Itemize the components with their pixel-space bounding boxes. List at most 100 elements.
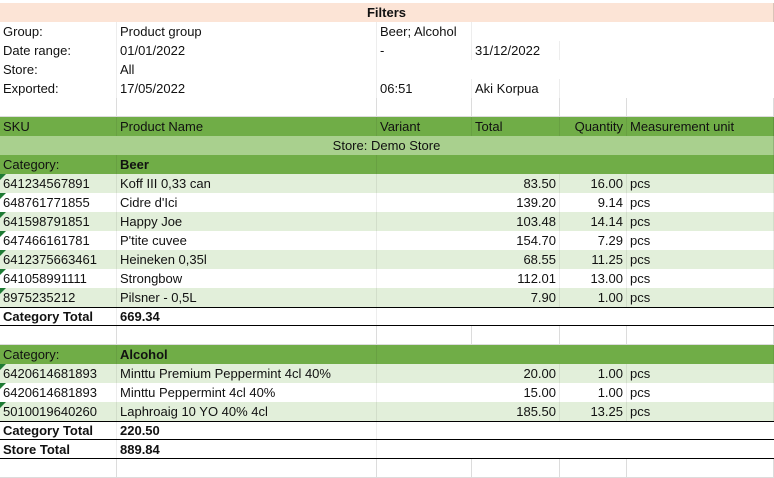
filter-row bbox=[0, 60, 774, 79]
unit: pcs bbox=[627, 269, 774, 288]
item-row bbox=[0, 231, 774, 250]
product-name: P'tite cuvee bbox=[117, 231, 377, 250]
category-total: 669.34 bbox=[117, 307, 377, 326]
filter-label: Date range: bbox=[0, 41, 117, 60]
store-total-row bbox=[0, 440, 774, 459]
unit: pcs bbox=[627, 364, 774, 383]
unit: pcs bbox=[627, 174, 774, 193]
grid-cell bbox=[472, 98, 560, 117]
grid-cell bbox=[117, 326, 377, 345]
unit: pcs bbox=[627, 212, 774, 231]
category-name: Alcohol bbox=[117, 345, 377, 364]
spreadsheet: Filters Group: Product group Beer; Alcohol D… bbox=[0, 3, 774, 478]
column-header: Total bbox=[472, 117, 560, 136]
item-row bbox=[0, 364, 774, 383]
category-total-row bbox=[0, 307, 774, 326]
total: 15.00 bbox=[472, 383, 560, 402]
grid-cell bbox=[560, 326, 627, 345]
total: 103.48 bbox=[472, 212, 560, 231]
category-total-label: Category Total bbox=[0, 307, 117, 326]
sku: 641234567891 bbox=[0, 174, 117, 193]
grid-cell bbox=[117, 459, 377, 478]
sku: 647466161781 bbox=[0, 231, 117, 250]
store-total: 889.84 bbox=[117, 440, 377, 459]
category-total-label: Category Total bbox=[0, 421, 117, 440]
grid-cell bbox=[560, 459, 627, 478]
store-total-label: Store Total bbox=[0, 440, 117, 459]
filter-end: 31/12/2022 bbox=[472, 41, 560, 60]
unit: pcs bbox=[627, 250, 774, 269]
product-name: Minttu Premium Peppermint 4cl 40% bbox=[117, 364, 377, 383]
filter-detail: Beer; Alcohol bbox=[377, 22, 472, 41]
product-name: Heineken 0,35l bbox=[117, 250, 377, 269]
column-header: Measurement unit bbox=[627, 117, 774, 136]
unit: pcs bbox=[627, 288, 774, 307]
grid-cell bbox=[117, 98, 377, 117]
category-label: Category: bbox=[0, 155, 117, 174]
sku: 648761771855 bbox=[0, 193, 117, 212]
column-header: SKU bbox=[0, 117, 117, 136]
quantity: 1.00 bbox=[560, 383, 627, 402]
item-row bbox=[0, 383, 774, 402]
grid-cell bbox=[627, 326, 774, 345]
grid-cell bbox=[0, 98, 117, 117]
product-name: Strongbow bbox=[117, 269, 377, 288]
product-name: Minttu Peppermint 4cl 40% bbox=[117, 383, 377, 402]
item-row bbox=[0, 402, 774, 421]
filters-title: Filters bbox=[0, 3, 774, 22]
quantity: 13.00 bbox=[560, 269, 627, 288]
sku: 641598791851 bbox=[0, 212, 117, 231]
item-row bbox=[0, 212, 774, 231]
category-total: 220.50 bbox=[117, 421, 377, 440]
quantity: 11.25 bbox=[560, 250, 627, 269]
product-name: Pilsner - 0,5L bbox=[117, 288, 377, 307]
item-row bbox=[0, 193, 774, 212]
unit: pcs bbox=[627, 193, 774, 212]
filter-label: Group: bbox=[0, 22, 117, 41]
item-row bbox=[0, 174, 774, 193]
sku: 6412375663461 bbox=[0, 250, 117, 269]
sku: 6420614681893 bbox=[0, 364, 117, 383]
item-row bbox=[0, 269, 774, 288]
category-total-row bbox=[0, 421, 774, 440]
grid-cell bbox=[0, 326, 117, 345]
total: 68.55 bbox=[472, 250, 560, 269]
filter-detail: 06:51 bbox=[377, 79, 472, 98]
filter-row bbox=[0, 41, 774, 60]
total: 20.00 bbox=[472, 364, 560, 383]
filter-value: 01/01/2022 bbox=[117, 41, 377, 60]
grid-cell bbox=[560, 98, 627, 117]
column-header: Variant bbox=[377, 117, 472, 136]
quantity: 7.29 bbox=[560, 231, 627, 250]
sku: 5010019640260 bbox=[0, 402, 117, 421]
store-label: Store: Demo Store bbox=[0, 136, 774, 155]
unit: pcs bbox=[627, 383, 774, 402]
filter-row bbox=[0, 22, 774, 41]
grid-cell bbox=[377, 98, 472, 117]
total: 139.20 bbox=[472, 193, 560, 212]
filter-value: 17/05/2022 bbox=[117, 79, 377, 98]
product-name: Laphroaig 10 YO 40% 4cl bbox=[117, 402, 377, 421]
total: 112.01 bbox=[472, 269, 560, 288]
sku: 8975235212 bbox=[0, 288, 117, 307]
filter-end: Aki Korpua bbox=[472, 79, 560, 98]
grid-cell bbox=[472, 326, 560, 345]
grid-cell bbox=[377, 459, 472, 478]
grid-cell bbox=[0, 459, 117, 478]
product-name: Koff III 0,33 can bbox=[117, 174, 377, 193]
category-name: Beer bbox=[117, 155, 377, 174]
unit: pcs bbox=[627, 402, 774, 421]
quantity: 1.00 bbox=[560, 364, 627, 383]
total: 185.50 bbox=[472, 402, 560, 421]
column-header: Product Name bbox=[117, 117, 377, 136]
unit: pcs bbox=[627, 231, 774, 250]
filter-value: All bbox=[117, 60, 377, 79]
quantity: 16.00 bbox=[560, 174, 627, 193]
grid-cell bbox=[627, 98, 774, 117]
filter-label: Exported: bbox=[0, 79, 117, 98]
item-row bbox=[0, 250, 774, 269]
filter-detail: - bbox=[377, 41, 472, 60]
item-row bbox=[0, 288, 774, 307]
filter-row bbox=[0, 79, 774, 98]
grid-cell bbox=[627, 459, 774, 478]
